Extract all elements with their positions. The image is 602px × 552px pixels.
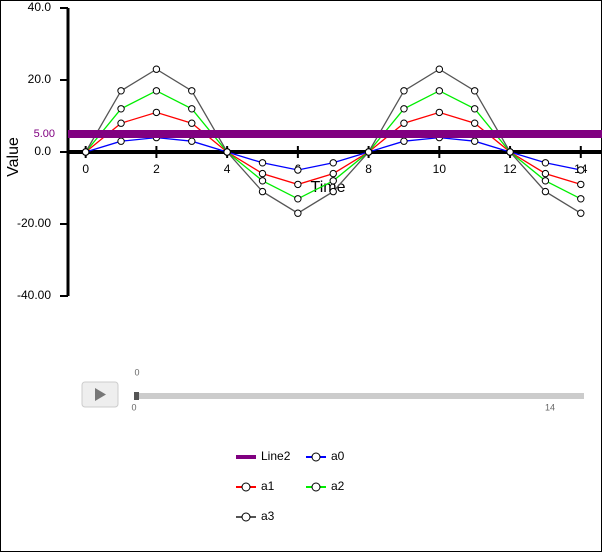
point (294, 209, 302, 217)
point (541, 177, 550, 185)
point (470, 119, 479, 127)
point (329, 159, 337, 167)
x-tick-label: 4 (224, 162, 231, 176)
point (435, 108, 444, 117)
point (577, 209, 585, 217)
point (117, 119, 125, 127)
y-axis-title: Value (5, 137, 22, 177)
point (577, 195, 585, 203)
point (258, 187, 267, 196)
point (506, 148, 514, 156)
point (294, 166, 302, 174)
play-button[interactable] (81, 381, 119, 408)
point (400, 119, 408, 127)
point (152, 65, 161, 73)
legend-marker (241, 512, 251, 522)
slider-min: 0 (131, 402, 136, 412)
point (188, 137, 196, 145)
point (364, 148, 373, 156)
slider-handle[interactable] (134, 392, 139, 400)
point (294, 195, 302, 203)
y-tick-label: -40.00 (17, 288, 51, 302)
slider-track[interactable] (134, 393, 584, 399)
point (188, 119, 196, 127)
legend-label: a0 (331, 449, 345, 463)
x-tick-label: 2 (153, 162, 160, 176)
y-tick-label: -20.00 (17, 216, 51, 230)
y-tick-label: 20.0 (28, 72, 52, 86)
point (470, 105, 479, 113)
x-tick-label: 0 (82, 162, 89, 176)
point (117, 137, 125, 145)
point (435, 87, 444, 95)
point (152, 87, 161, 95)
legend-marker (311, 482, 321, 492)
point (470, 137, 479, 145)
legend-label: a3 (261, 509, 275, 523)
legend-label: a1 (261, 479, 275, 493)
legend-label: Line2 (261, 449, 291, 463)
slider-value: 0 (134, 367, 139, 377)
x-tick-label: 10 (433, 162, 447, 176)
play-icon[interactable] (95, 388, 106, 401)
point (152, 108, 161, 117)
point (541, 187, 550, 196)
x-tick-label: 8 (365, 162, 372, 176)
point (400, 87, 408, 95)
point (188, 105, 196, 113)
point (258, 159, 267, 167)
point (117, 87, 125, 95)
point (470, 87, 479, 95)
y-tick-label: 40.0 (28, 0, 52, 14)
point (329, 187, 337, 196)
y-tick-label: 0.0 (34, 144, 51, 158)
point (541, 169, 550, 178)
point (329, 169, 337, 178)
point (329, 177, 337, 185)
point (223, 148, 231, 156)
point (258, 177, 267, 185)
point (577, 180, 585, 189)
point (294, 180, 302, 189)
x-tick-label: 12 (503, 162, 517, 176)
point (188, 87, 196, 95)
reference-label: 5.00 (34, 128, 55, 140)
point (400, 137, 408, 145)
x-axis-title: Time (311, 179, 346, 196)
legend-label: a2 (331, 479, 345, 493)
slider-max: 14 (545, 402, 555, 412)
legend-marker (311, 452, 321, 462)
point (577, 166, 585, 174)
point (400, 105, 408, 113)
point (258, 169, 267, 178)
legend-marker (241, 482, 251, 492)
point (541, 159, 550, 167)
point (117, 105, 125, 113)
point (81, 148, 90, 156)
point (435, 65, 444, 73)
